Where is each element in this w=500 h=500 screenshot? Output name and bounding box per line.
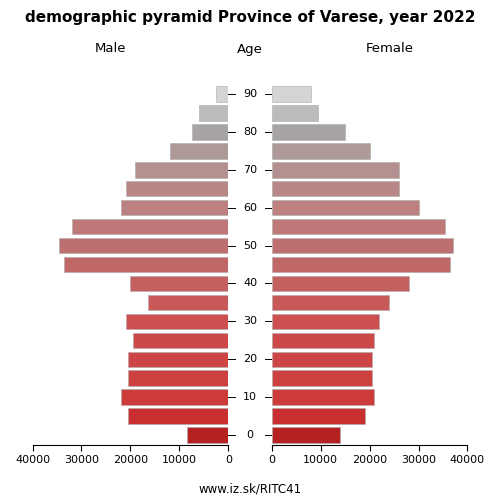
Bar <box>72 219 229 234</box>
Bar <box>136 162 228 178</box>
Bar <box>272 238 453 254</box>
Bar <box>272 162 399 178</box>
Bar <box>272 219 446 234</box>
Bar <box>148 294 228 310</box>
Bar <box>120 390 228 405</box>
Bar <box>128 370 228 386</box>
Bar <box>272 332 374 348</box>
Text: 60: 60 <box>243 202 257 212</box>
Bar <box>272 200 418 216</box>
Bar <box>272 143 370 158</box>
Bar <box>272 124 345 140</box>
Bar <box>192 124 228 140</box>
Bar <box>272 408 364 424</box>
Bar <box>272 370 372 386</box>
Text: 20: 20 <box>243 354 257 364</box>
Text: demographic pyramid Province of Varese, year 2022: demographic pyramid Province of Varese, … <box>25 10 475 25</box>
Bar <box>272 86 311 102</box>
Bar <box>130 276 228 291</box>
Text: Age: Age <box>237 42 263 56</box>
Bar <box>216 86 228 102</box>
Text: 10: 10 <box>243 392 257 402</box>
Bar <box>272 181 399 196</box>
Bar <box>60 238 228 254</box>
Bar <box>186 428 228 443</box>
Bar <box>120 200 228 216</box>
Bar <box>272 257 450 272</box>
Bar <box>272 294 389 310</box>
Text: 40: 40 <box>243 278 257 288</box>
Bar <box>128 408 228 424</box>
Bar <box>272 314 380 329</box>
Text: Male: Male <box>94 42 126 56</box>
Bar <box>199 105 228 120</box>
Text: 0: 0 <box>246 430 254 440</box>
Text: Female: Female <box>366 42 414 56</box>
Bar <box>272 390 374 405</box>
Text: www.iz.sk/RITC41: www.iz.sk/RITC41 <box>198 482 302 495</box>
Text: 90: 90 <box>243 89 257 99</box>
Bar <box>133 332 228 348</box>
Bar <box>272 276 408 291</box>
Bar <box>128 352 228 367</box>
Text: 50: 50 <box>243 240 257 250</box>
Bar <box>126 314 228 329</box>
Bar <box>64 257 228 272</box>
Bar <box>272 428 340 443</box>
Text: 70: 70 <box>243 165 257 175</box>
Bar <box>126 181 228 196</box>
Text: 80: 80 <box>243 127 257 137</box>
Bar <box>272 352 372 367</box>
Bar <box>272 105 318 120</box>
Bar <box>170 143 228 158</box>
Text: 30: 30 <box>243 316 257 326</box>
